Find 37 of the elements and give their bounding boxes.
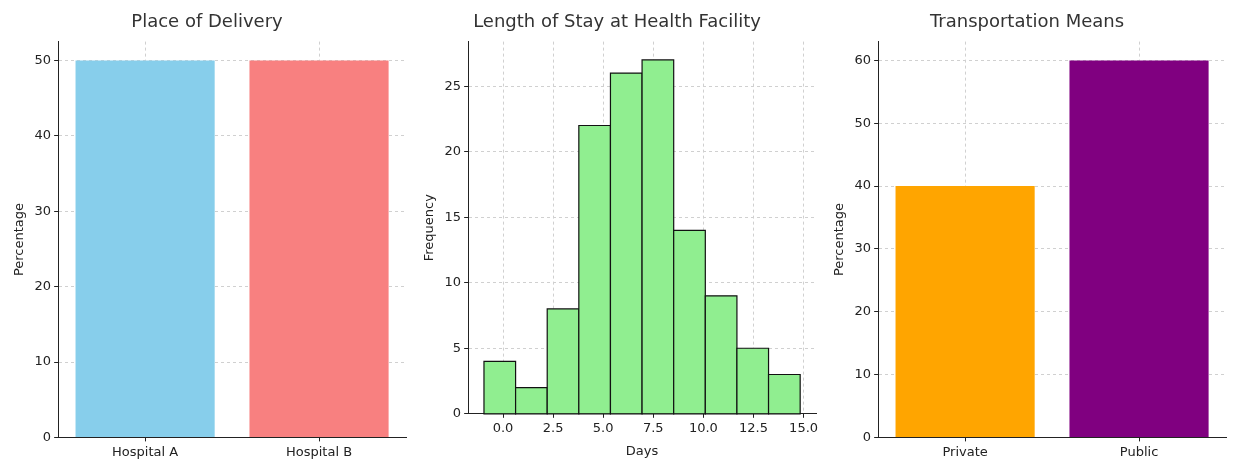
y-tick-label: 0 [862,428,872,444]
x-tick-label: Private [942,443,988,459]
x-tick-label: Hospital A [112,443,179,459]
y-tick-label: 40 [34,127,52,143]
y-tick-label: 0 [42,428,52,444]
y-tick-label: 20 [34,277,52,293]
x-tick-label: 5.0 [592,419,614,435]
y-axis-title: Percentage [11,202,27,277]
x-tick-label: 2.5 [542,419,564,435]
x-tick-label: 15.0 [789,419,819,435]
y-tick-label: 15 [444,208,462,224]
y-tick-label: 40 [854,177,872,193]
y-tick-label: 25 [444,77,462,93]
x-tick-label: 12.5 [739,419,768,435]
y-tick-label: 30 [854,240,872,256]
x-tick-label: 0.0 [492,419,514,435]
y-tick-label: 50 [34,51,52,67]
y-tick-label: 10 [34,353,52,369]
chart-title: Transportation Means [928,10,1125,32]
y-tick-label: 5 [452,339,462,355]
x-tick-label: Public [1119,443,1159,459]
x-tick-label: Hospital B [285,443,353,459]
x-axis-title: Days [625,442,659,458]
y-axis-title: Frequency [421,193,437,262]
y-tick-label: 10 [444,274,462,290]
y-axis-title: Percentage [831,202,847,277]
y-tick-label: 30 [34,202,52,218]
chart-title: Place of Delivery [131,10,284,32]
x-tick-label: 7.5 [642,419,664,435]
y-tick-label: 10 [854,365,872,381]
y-tick-label: 50 [854,114,872,130]
y-tick-label: 0 [452,405,462,421]
y-tick-label: 60 [854,51,872,67]
y-tick-label: 20 [444,143,462,159]
y-tick-label: 20 [854,303,872,319]
chart-title: Length of Stay at Health Facility [473,10,762,32]
x-tick-label: 10.0 [688,419,718,435]
